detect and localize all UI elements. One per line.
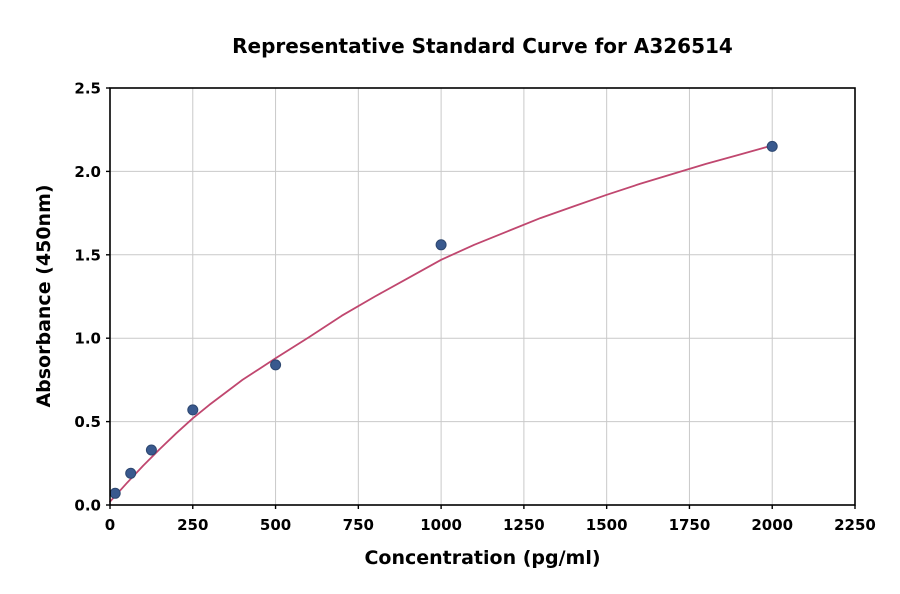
y-tick-label: 1.5 xyxy=(74,246,101,264)
y-tick-label: 0.5 xyxy=(74,413,101,431)
chart-title: Representative Standard Curve for A32651… xyxy=(232,34,733,58)
data-point xyxy=(109,487,121,499)
y-tick-label: 2.0 xyxy=(74,163,101,181)
x-tick-label: 1500 xyxy=(586,516,628,534)
x-tick-label: 1250 xyxy=(503,516,545,534)
data-points xyxy=(109,140,778,499)
x-axis-label: Concentration (pg/ml) xyxy=(364,547,601,569)
data-point xyxy=(766,140,778,152)
gridlines xyxy=(109,87,856,506)
x-tick-label: 1000 xyxy=(420,516,462,534)
x-tick-label: 1750 xyxy=(669,516,711,534)
x-tick-label: 2000 xyxy=(751,516,793,534)
axis-ticks: 0 250 500 750 1000 1250 1500 1750 2000 2250 0.0 0.5… xyxy=(74,80,875,535)
x-tick-label: 750 xyxy=(343,516,374,534)
x-tick-label: 500 xyxy=(260,516,291,534)
data-point xyxy=(125,467,137,479)
y-tick-label: 2.5 xyxy=(74,80,101,98)
y-tick-label: 1.0 xyxy=(74,330,101,348)
x-tick-label: 250 xyxy=(177,516,208,534)
x-tick-label: 2250 xyxy=(834,516,876,534)
y-tick-label: 0.0 xyxy=(74,497,101,515)
plot-border xyxy=(109,87,856,506)
fitted-curve xyxy=(109,144,774,503)
data-point xyxy=(187,404,199,416)
y-axis-label: Absorbance (450nm) xyxy=(33,184,55,408)
data-point xyxy=(145,444,157,456)
x-tick-label: 0 xyxy=(105,516,115,534)
data-point xyxy=(270,359,282,371)
data-point xyxy=(435,239,447,251)
